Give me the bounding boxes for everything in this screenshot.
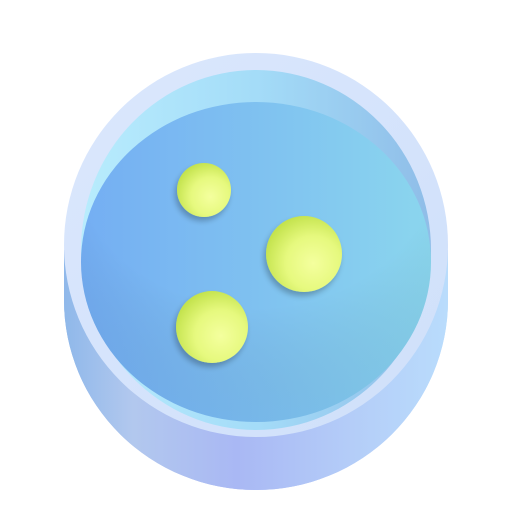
colony-medium	[176, 291, 248, 363]
colony-small	[177, 163, 231, 217]
agar-medium-shade	[81, 102, 431, 422]
colony-large	[266, 216, 342, 292]
